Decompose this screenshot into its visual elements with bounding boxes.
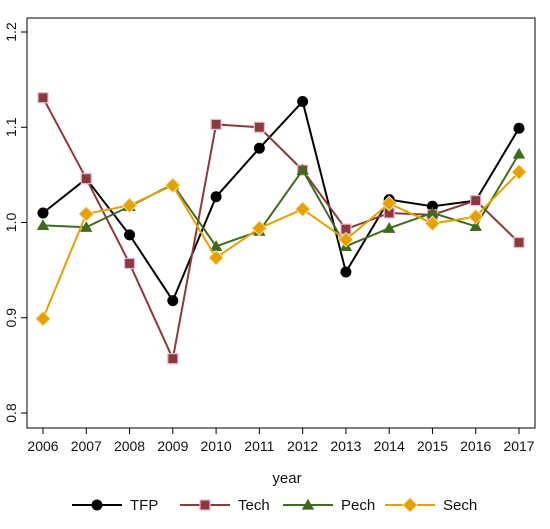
y-tick-label: 1.2 [3, 22, 19, 42]
legend-marker [402, 497, 418, 513]
data-point-tfp [340, 266, 352, 278]
y-tick-label: 1.0 [3, 213, 19, 233]
data-point-tfp [167, 295, 179, 307]
series-line-tfp [42, 100, 520, 302]
data-point-sech [164, 177, 181, 194]
data-point-pech [80, 221, 93, 232]
data-point-tech [123, 257, 136, 270]
x-tick-label: 2012 [287, 438, 318, 454]
data-point-tech [513, 236, 525, 249]
data-point-pech [426, 206, 439, 218]
legend-marker [301, 498, 315, 510]
data-point-tfp [210, 191, 222, 203]
x-tick-label: 2015 [417, 438, 448, 454]
series-line-pech [42, 153, 520, 248]
y-axis: 0.8 0.9 1.0 1.1 1.2 [3, 22, 27, 423]
legend-marker [91, 499, 103, 511]
data-point-sech [467, 208, 484, 225]
y-tick-label: 0.8 [3, 403, 19, 423]
x-tick-label: 2011 [244, 438, 274, 454]
series-layer [35, 92, 527, 365]
data-point-tech [37, 92, 49, 104]
data-point-pech [512, 147, 526, 159]
data-point-sech [294, 201, 311, 218]
data-point-tech [167, 353, 179, 365]
legend-label: Pech [341, 497, 375, 514]
y-tick-label: 1.1 [3, 117, 19, 137]
x-tick-label: 2014 [374, 438, 405, 454]
data-point-tfp [253, 142, 265, 154]
legend-label: Sech [443, 497, 477, 514]
data-point-tfp [37, 207, 49, 219]
legend-marker [199, 499, 211, 511]
data-point-sech [511, 164, 527, 180]
data-point-sech [251, 220, 268, 237]
data-point-tfp [513, 122, 525, 134]
data-point-pech [36, 219, 50, 231]
x-axis-title: year [272, 470, 301, 487]
data-point-sech [35, 310, 51, 327]
legend-item-tfp: TFP [72, 497, 158, 514]
data-point-tech [210, 118, 222, 130]
legend-label: Tech [238, 497, 270, 514]
data-point-pech [382, 222, 396, 233]
data-point-tech [253, 121, 265, 133]
x-tick-label: 2016 [460, 438, 491, 454]
data-point-sech [424, 215, 441, 232]
series-sech [35, 164, 527, 327]
data-point-tfp [124, 229, 136, 241]
x-tick-label: 2009 [157, 438, 188, 454]
data-point-sech [381, 195, 398, 212]
legend: TFP Tech Pech Sech [72, 497, 477, 514]
data-point-tech [80, 173, 92, 185]
data-point-tfp [297, 96, 309, 108]
x-tick-label: 2013 [330, 438, 361, 454]
legend-item-sech: Sech [385, 497, 477, 514]
data-point-pech [296, 163, 309, 175]
series-line-sech [42, 171, 520, 320]
series-line-tech [42, 97, 520, 360]
data-point-tfp [426, 200, 438, 212]
data-point-pech [469, 220, 482, 231]
x-tick-label: 2010 [201, 438, 232, 454]
x-tick-label: 2008 [114, 438, 145, 454]
data-point-sech [121, 197, 138, 214]
x-tick-label: 2006 [27, 438, 58, 454]
x-tick-label: 2017 [503, 438, 534, 454]
legend-item-pech: Pech [283, 497, 375, 514]
data-point-pech [209, 240, 223, 251]
data-point-sech [78, 206, 95, 222]
y-tick-label: 0.9 [3, 308, 19, 328]
data-point-sech [338, 231, 354, 248]
legend-item-tech: Tech [180, 497, 270, 514]
data-point-sech [208, 249, 224, 266]
data-point-tech [470, 194, 482, 207]
legend-label: TFP [130, 497, 158, 514]
x-axis: 2006 2007 2008 2009 2010 2011 2012 2013 2014 2015… [27, 428, 535, 454]
x-tick-label: 2007 [71, 438, 102, 454]
